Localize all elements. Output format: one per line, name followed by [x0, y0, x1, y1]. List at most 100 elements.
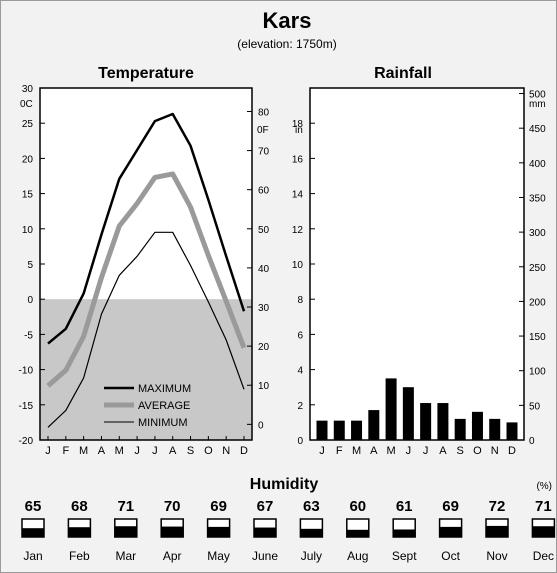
- rainfall-bar: [506, 422, 518, 440]
- humidity-month-label: Aug: [347, 549, 368, 563]
- inch-tick-label: 18: [292, 119, 304, 130]
- fahrenheit-tick-label: 10: [258, 381, 270, 392]
- humidity-value: 63: [303, 498, 320, 515]
- humidity-month-label: July: [301, 549, 322, 563]
- humidity-month-label: Mar: [115, 549, 136, 563]
- rainfall-month-label: J: [406, 445, 412, 457]
- celsius-tick-label: 25: [22, 119, 34, 130]
- rainfall-bar: [420, 403, 432, 440]
- elevation-subtitle: (elevation: 1750m): [237, 37, 336, 51]
- humidity-value: 70: [164, 498, 181, 515]
- rainfall-month-label: A: [439, 445, 447, 457]
- inch-tick-label: 8: [297, 295, 303, 306]
- rainfall-month-label: F: [336, 445, 343, 457]
- celsius-tick-label: -5: [24, 330, 33, 341]
- humidity-value: 69: [210, 498, 227, 515]
- legend-minimum-label: MINIMUM: [138, 417, 188, 429]
- humidity-unit: (%): [536, 481, 552, 492]
- humidity-fill: [393, 529, 416, 537]
- mm-tick-label: 0: [529, 436, 535, 447]
- maximum-line: [47, 112, 246, 345]
- fahrenheit-tick-label: 60: [258, 186, 270, 197]
- rainfall-bar: [471, 411, 483, 440]
- average-line: [46, 171, 247, 388]
- celsius-tick-label: -15: [19, 401, 34, 412]
- rainfall-month-label: D: [508, 445, 516, 457]
- temperature-month-label: J: [45, 445, 51, 457]
- humidity-value: 61: [396, 498, 413, 515]
- fahrenheit-tick-label: 70: [258, 147, 270, 158]
- humidity-month-label: May: [207, 549, 230, 563]
- humidity-value: 69: [442, 498, 459, 515]
- temperature-month-label: N: [222, 445, 230, 457]
- humidity-value: 71: [535, 498, 552, 515]
- legend-maximum-label: MAXIMUM: [138, 383, 191, 395]
- rainfall-bar: [316, 420, 328, 440]
- rainfall-month-label: O: [473, 445, 482, 457]
- humidity-month-label: Sept: [392, 549, 417, 563]
- mm-tick-label: 400: [529, 159, 546, 170]
- humidity-month-label: Feb: [69, 549, 90, 563]
- rainfall-bar: [333, 420, 345, 440]
- humidity-fill: [207, 526, 230, 537]
- inch-tick-label: 4: [297, 366, 303, 377]
- temperature-month-label: A: [98, 445, 106, 457]
- inch-tick-label: 16: [292, 154, 304, 165]
- rainfall-title: Rainfall: [374, 65, 432, 82]
- inch-tick-label: 14: [292, 190, 304, 201]
- temperature-title: Temperature: [98, 65, 194, 82]
- below-zero-shading: [40, 299, 252, 440]
- mm-tick-label: 500: [529, 90, 546, 101]
- humidity-month-label: Nov: [486, 549, 507, 563]
- celsius-tick-label: -10: [19, 366, 34, 377]
- humidity-month-label: Apr: [163, 549, 182, 563]
- minimum-line: [47, 231, 245, 428]
- temperature-month-label: J: [152, 445, 158, 457]
- temperature-month-label: M: [115, 445, 124, 457]
- mm-tick-label: 200: [529, 297, 546, 308]
- celsius-tick-label: -20: [19, 436, 34, 447]
- humidity-title: Humidity: [250, 476, 319, 493]
- humidity-value: 65: [25, 498, 42, 515]
- humidity-fill: [161, 526, 184, 537]
- rainfall-bar: [454, 418, 466, 440]
- rainfall-bar: [351, 420, 363, 440]
- mm-tick-label: 250: [529, 263, 546, 274]
- humidity-value: 60: [349, 498, 366, 515]
- temperature-month-label: D: [240, 445, 248, 457]
- humidity-fill: [486, 525, 508, 537]
- humidity-fill: [300, 528, 323, 537]
- celsius-tick-label: 0: [27, 295, 33, 306]
- temperature-month-label: J: [134, 445, 140, 457]
- temperature-month-label: O: [204, 445, 213, 457]
- inch-tick-label: 12: [292, 225, 304, 236]
- fahrenheit-tick-label: 30: [258, 303, 270, 314]
- rainfall-bar: [368, 410, 380, 440]
- humidity-value: 72: [489, 498, 506, 515]
- fahrenheit-tick-label: 20: [258, 342, 270, 353]
- humidity-fill: [254, 527, 276, 537]
- fahrenheit-tick-label: 0: [258, 420, 264, 431]
- fahrenheit-tick-label: 80: [258, 107, 270, 118]
- humidity-fill: [346, 529, 369, 537]
- fahrenheit-tick-label: 50: [258, 225, 270, 236]
- temperature-legend: MAXIMUM AVERAGE MINIMUM: [104, 383, 191, 429]
- rainfall-bar: [437, 403, 449, 440]
- inch-tick-label: 10: [292, 260, 304, 271]
- humidity-month-label: Jan: [23, 549, 42, 563]
- celsius-tick-label: 5: [27, 260, 33, 271]
- temperature-month-label: F: [62, 445, 69, 457]
- celsius-tick-label: 30: [22, 84, 34, 95]
- celsius-tick-label: 20: [22, 154, 34, 165]
- humidity-value: 67: [257, 498, 274, 515]
- humidity-fill: [22, 528, 44, 537]
- rainfall-month-label: M: [387, 445, 396, 457]
- humidity-value: 68: [71, 498, 88, 515]
- rainfall-plot-area: [309, 87, 525, 441]
- inch-tick-label: 2: [297, 401, 303, 412]
- inch-tick-label: 0: [297, 436, 303, 447]
- rainfall-month-label: J: [319, 445, 325, 457]
- humidity-month-label: Oct: [441, 549, 460, 563]
- mm-tick-label: 450: [529, 124, 546, 135]
